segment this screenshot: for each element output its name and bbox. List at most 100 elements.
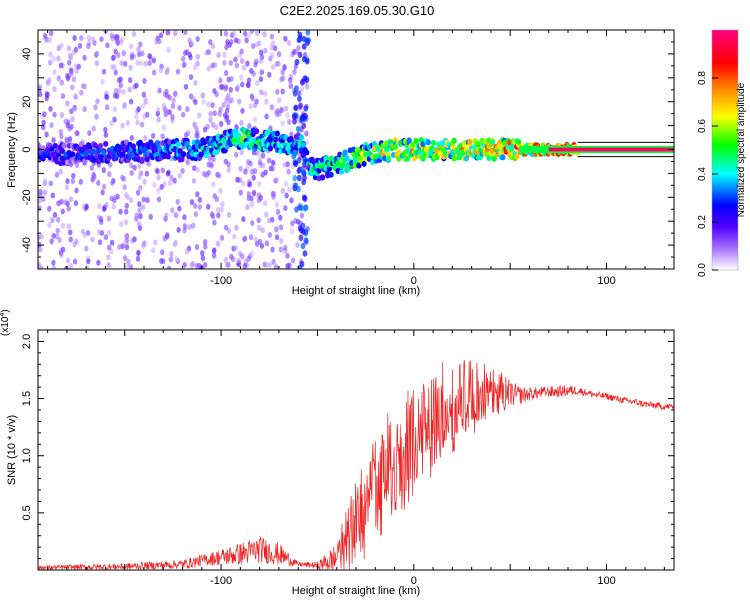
spectrogram-noise-cell xyxy=(206,101,211,108)
spectrogram-noise-cell xyxy=(228,59,233,66)
spectrogram-x-tick-label: -100 xyxy=(210,275,232,287)
spectrogram-noise-cell xyxy=(285,112,290,119)
spectrogram-noise-cell xyxy=(97,203,102,210)
spectrogram-noise-cell xyxy=(290,257,296,264)
spectrogram-streak-cell xyxy=(298,234,304,242)
spectrogram-noise-cell xyxy=(63,199,68,206)
spectrogram-noise-cell xyxy=(246,255,251,262)
spectrogram-noise-cell xyxy=(166,265,172,269)
spectrogram-noise-cell xyxy=(208,110,213,117)
spectrogram-noise-cell xyxy=(123,219,129,226)
spectrogram-noise-cell xyxy=(279,76,284,83)
snr-y-multiplier-close: ) xyxy=(0,309,11,312)
spectrogram-noise-cell xyxy=(240,107,245,114)
spectrogram-noise-cell xyxy=(274,234,280,241)
spectrogram-noise-cell xyxy=(240,253,245,260)
spectrogram-noise-cell xyxy=(246,191,252,198)
spectrogram-noise-cell xyxy=(113,48,118,55)
spectrogram-noise-cell xyxy=(49,122,54,129)
spectrogram-noise-cell xyxy=(157,87,162,94)
spectrogram-noise-cell xyxy=(220,201,225,208)
spectrogram-noise-cell xyxy=(221,102,226,109)
spectrogram-streak-cell xyxy=(297,31,303,39)
spectrogram-noise-cell xyxy=(197,112,202,119)
spectrogram-noise-cell xyxy=(141,91,147,98)
spectrogram-noise-cell xyxy=(127,86,132,93)
spectrogram-noise-cell xyxy=(197,203,203,210)
spectrogram-noise-cell xyxy=(233,37,239,44)
spectrogram-noise-cell xyxy=(116,244,122,251)
spectrogram-noise-cell xyxy=(278,224,284,231)
spectrogram-noise-cell xyxy=(266,217,272,224)
spectrogram-noise-cell xyxy=(216,52,221,59)
spectrogram-noise-cell xyxy=(177,104,182,111)
spectrogram-noise-cell xyxy=(226,119,231,126)
spectrogram-noise-cell xyxy=(120,36,125,43)
spectrogram-noise-cell xyxy=(52,69,57,76)
spectrogram-noise-cell xyxy=(266,157,272,164)
spectrogram-noise-cell xyxy=(136,249,141,256)
spectrogram-noise-cell xyxy=(121,89,126,96)
spectrogram-streak-cell xyxy=(293,160,299,168)
spectrogram-noise-cell xyxy=(283,244,288,251)
spectrogram-noise-cell xyxy=(287,262,292,269)
spectrogram-noise-cell xyxy=(183,132,189,139)
spectrogram-noise-cell xyxy=(195,60,200,67)
spectrogram-ridge-cell xyxy=(396,155,402,162)
spectrogram-noise-cell xyxy=(223,84,229,91)
spectrogram-streak-cell xyxy=(300,242,306,250)
spectrogram-x-tick-label: 0 xyxy=(411,275,417,287)
spectrogram-streak-cell xyxy=(301,35,307,43)
spectrogram-noise-cell xyxy=(248,103,253,110)
colorbar: 0.0 0.2 0.4 0.6 0.8 Normalized spectral ampl… xyxy=(697,29,747,277)
spectrogram-noise-cell xyxy=(167,94,172,101)
spectrogram-noise-cell xyxy=(258,194,264,201)
spectrogram-noise-cell xyxy=(122,103,127,110)
spectrogram-streak-cell xyxy=(306,37,311,44)
spectrogram-noise-cell xyxy=(206,48,211,55)
spectrogram-noise-cell xyxy=(229,253,234,260)
spectrogram-streak-cell xyxy=(295,125,301,133)
spectrogram-noise-cell xyxy=(70,116,75,123)
spectrogram-noise-cell xyxy=(104,104,110,111)
spectrogram-noise-cell xyxy=(171,97,176,104)
spectrogram-noise-cell xyxy=(197,196,202,203)
spectrogram-noise-cell xyxy=(262,90,268,97)
spectrogram-noise-cell xyxy=(129,135,134,142)
spectrogram-noise-cell xyxy=(42,111,47,118)
spectrogram-noise-cell xyxy=(174,256,180,263)
spectrogram-noise-cell xyxy=(172,91,178,98)
spectrogram-noise-cell xyxy=(251,174,256,181)
snr-ticks: -100 0 100 0.5 1.0 1.5 2.0 xyxy=(21,330,674,587)
spectrogram-noise-cell xyxy=(247,180,253,187)
spectrogram-noise-cell xyxy=(89,164,95,171)
spectrogram-noise-cell xyxy=(212,110,217,117)
spectrogram-noise-cell xyxy=(140,204,146,211)
spectrogram-noise-cell xyxy=(206,169,211,176)
spectrogram-noise-cell xyxy=(210,43,216,50)
spectrogram-noise-cell xyxy=(239,48,244,55)
spectrogram-noise-cell xyxy=(223,256,229,263)
spectrogram-noise-cell xyxy=(229,97,235,104)
spectrogram-ridge-cell xyxy=(92,142,98,149)
spectrogram-noise-cell xyxy=(144,111,150,118)
spectrogram-noise-cell xyxy=(237,98,242,105)
spectrogram-ridge-cell xyxy=(175,141,182,148)
spectrogram-noise-cell xyxy=(113,33,118,40)
spectrogram-noise-cell xyxy=(180,167,185,174)
spectrogram-ridge-cell xyxy=(78,141,84,148)
spectrogram-noise-cell xyxy=(143,60,148,67)
spectrogram-noise-cell xyxy=(79,35,84,42)
spectrogram-noise-cell xyxy=(128,197,134,204)
spectrogram-noise-cell xyxy=(103,131,109,138)
spectrogram-noise-cell xyxy=(74,187,79,194)
spectrogram-noise-cell xyxy=(218,120,224,127)
spectrogram-noise-cell xyxy=(177,205,182,212)
spectrogram-streak-cell xyxy=(305,30,311,36)
spectrogram-noise-cell xyxy=(263,47,268,54)
spectrogram-noise-cell xyxy=(182,261,187,268)
spectrogram-noise-cell xyxy=(91,36,96,43)
spectrogram-noise-cell xyxy=(51,259,56,266)
spectrogram-ridge-cell xyxy=(392,144,398,151)
spectrogram-noise-cell xyxy=(117,88,122,95)
